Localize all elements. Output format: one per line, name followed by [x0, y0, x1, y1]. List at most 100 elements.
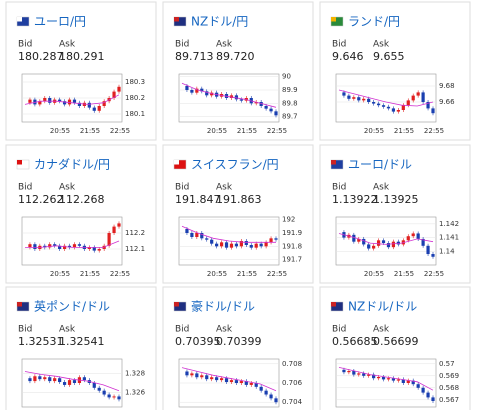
x-tick-label: 20:55 [50, 270, 70, 278]
pair-title[interactable]: ユーロ/ドル [348, 158, 412, 172]
flag-part [17, 160, 22, 165]
candle [234, 243, 239, 247]
candle [396, 379, 400, 381]
candle [421, 387, 425, 393]
candle [185, 229, 189, 233]
candle [376, 103, 381, 106]
candle [205, 375, 209, 380]
candle [421, 92, 425, 102]
moving-average [338, 233, 434, 245]
bid-label: Bid [18, 325, 32, 335]
candle [342, 92, 346, 96]
candle [372, 245, 376, 249]
y-tick-label: 1.141 [439, 234, 459, 242]
pair-title[interactable]: カナダドル/円 [34, 157, 110, 172]
candle [33, 376, 37, 382]
candle [239, 241, 243, 247]
candle [372, 374, 376, 379]
y-tick-label: 1.14 [439, 247, 455, 255]
candle [347, 371, 351, 373]
candle [249, 383, 253, 385]
candle [107, 394, 111, 398]
candle [249, 245, 253, 248]
candle [391, 378, 396, 381]
ask-value: 191.863 [216, 193, 262, 206]
pair-title[interactable]: NZドル/円 [191, 15, 248, 29]
candle [352, 97, 356, 99]
ask-label: Ask [59, 325, 76, 335]
candle [269, 238, 273, 243]
candle [367, 374, 371, 376]
pair-title[interactable]: 豪ドル/ドル [191, 299, 255, 314]
candle [200, 375, 204, 378]
bid-value: 0.70395 [175, 335, 221, 348]
candle [205, 91, 209, 96]
x-tick-label: 20:55 [207, 270, 227, 278]
candle [416, 92, 420, 96]
candle [77, 244, 82, 246]
candle [401, 379, 405, 383]
candle [229, 380, 234, 383]
candle [107, 233, 111, 246]
pair-title[interactable]: 英ポンド/ドル [34, 300, 110, 314]
bid-label: Bid [332, 183, 346, 193]
candle [391, 241, 396, 248]
candle [72, 99, 77, 103]
flag-part [331, 302, 336, 307]
candle [92, 383, 96, 388]
ask-value: 0.70399 [216, 335, 262, 348]
y-tick-label: 191.7 [282, 256, 302, 264]
candle [195, 233, 199, 237]
candle [362, 373, 366, 376]
candle [67, 245, 72, 248]
y-tick-label: 0.708 [282, 360, 302, 368]
ask-label: Ask [373, 325, 390, 335]
y-tick-label: 112.2 [125, 229, 145, 237]
candle [38, 101, 42, 105]
candle [357, 97, 361, 101]
candle [67, 380, 72, 385]
flag-part [174, 302, 179, 307]
y-tick-label: 9.68 [439, 82, 455, 90]
candle [431, 397, 435, 401]
flag-part [174, 17, 179, 22]
bid-value: 1.13922 [332, 193, 378, 206]
candle [215, 243, 219, 247]
candle [229, 243, 234, 248]
y-tick-label: 0.569 [439, 372, 459, 380]
candle [97, 249, 101, 251]
candle [416, 233, 420, 239]
candle [411, 95, 415, 101]
candle [48, 377, 52, 382]
candle [416, 384, 420, 388]
candle [77, 102, 82, 106]
candle [224, 378, 229, 383]
pair-title[interactable]: ユーロ/円 [34, 15, 86, 29]
candle [205, 238, 209, 240]
chart-frame [335, 73, 437, 123]
ask-label: Ask [373, 40, 390, 50]
bid-value: 0.56685 [332, 335, 378, 348]
candle [87, 247, 91, 249]
y-tick-label: 180.3 [125, 78, 145, 86]
pair-title[interactable]: ランド/円 [348, 15, 400, 29]
pair-title[interactable]: NZドル/ドル [348, 300, 417, 314]
candle [386, 243, 391, 248]
moving-average [181, 367, 277, 392]
candle [357, 373, 361, 375]
candle [274, 111, 278, 116]
chart-frame [178, 73, 280, 123]
ask-label: Ask [59, 183, 76, 193]
y-tick-label: 0.567 [439, 396, 459, 404]
candle [367, 98, 371, 102]
candle [92, 107, 96, 111]
candle [254, 102, 258, 104]
candle [219, 242, 224, 247]
x-tick-label: 21:55 [237, 127, 257, 135]
pair-title[interactable]: スイスフラン/円 [191, 158, 279, 172]
candle [386, 378, 391, 380]
x-tick-label: 22:55 [110, 127, 130, 135]
candle [215, 377, 219, 381]
moving-average [338, 89, 434, 107]
